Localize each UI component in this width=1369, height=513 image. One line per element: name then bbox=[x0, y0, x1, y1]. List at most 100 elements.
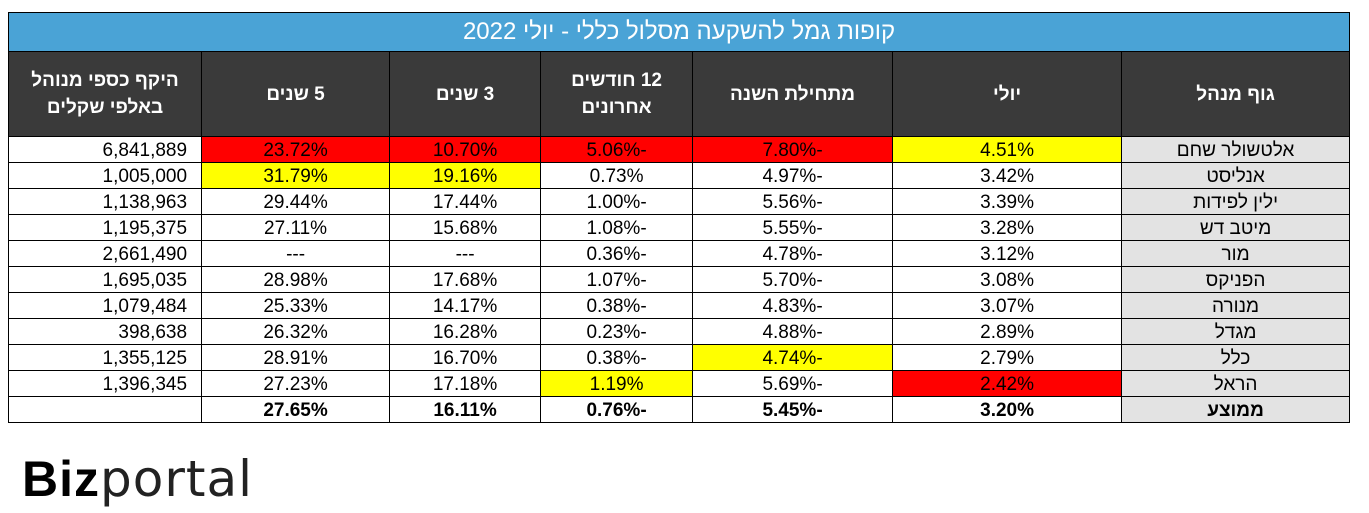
table-row: הפניקס 3.08% -5.70% -1.07% 17.68% 28.98%… bbox=[7, 266, 1351, 293]
12m-return: 1.19% bbox=[540, 370, 694, 397]
table-row: מור 3.12% -4.78% -0.36% --- --- 2,661,49… bbox=[7, 240, 1351, 267]
header-3-years: 3 שנים bbox=[389, 51, 542, 137]
5y-return: 28.91% bbox=[201, 344, 391, 371]
ytd-return: -5.70% bbox=[692, 266, 894, 293]
avg-3y-return: 16.11% bbox=[389, 396, 542, 423]
12m-return: -0.38% bbox=[540, 292, 694, 319]
aum-value: 1,355,125 bbox=[7, 344, 203, 371]
avg-5y-return: 27.65% bbox=[201, 396, 391, 423]
table-row: אנליסט 3.42% -4.97% 0.73% 19.16% 31.79% … bbox=[7, 162, 1351, 189]
aum-value: 6,841,889 bbox=[7, 136, 203, 163]
table-row: מיטב דש 3.28% -5.55% -1.08% 15.68% 27.11… bbox=[7, 214, 1351, 241]
header-12-months-line1: 12 חודשים bbox=[571, 70, 662, 91]
ytd-return: -5.69% bbox=[692, 370, 894, 397]
manager-name: מור bbox=[1121, 240, 1351, 267]
aum-value: 1,138,963 bbox=[7, 188, 203, 215]
aum-value: 398,638 bbox=[7, 318, 203, 345]
12m-return: 0.73% bbox=[540, 162, 694, 189]
july-return: 3.07% bbox=[892, 292, 1123, 319]
ytd-return: -4.97% bbox=[692, 162, 894, 189]
12m-return: -0.38% bbox=[540, 344, 694, 371]
manager-name: מנורה bbox=[1121, 292, 1351, 319]
manager-name: ילין לפידות bbox=[1121, 188, 1351, 215]
july-return: 2.79% bbox=[892, 344, 1123, 371]
3y-return: 15.68% bbox=[389, 214, 542, 241]
table-row: הראל 2.42% -5.69% 1.19% 17.18% 27.23% 1,… bbox=[7, 370, 1351, 397]
3y-return: --- bbox=[389, 240, 542, 267]
5y-return: 28.98% bbox=[201, 266, 391, 293]
3y-return: 10.70% bbox=[389, 136, 542, 163]
5y-return: 25.33% bbox=[201, 292, 391, 319]
july-return: 4.51% bbox=[892, 136, 1123, 163]
ytd-return: -5.55% bbox=[692, 214, 894, 241]
aum-value: 1,079,484 bbox=[7, 292, 203, 319]
aum-value: 1,695,035 bbox=[7, 266, 203, 293]
table-row: מנורה 3.07% -4.83% -0.38% 14.17% 25.33% … bbox=[7, 292, 1351, 319]
manager-name: אנליסט bbox=[1121, 162, 1351, 189]
5y-return: 27.11% bbox=[201, 214, 391, 241]
header-12-months-line2: אחרונים bbox=[581, 97, 652, 118]
table-title: קופות גמל להשקעה מסלול כללי - יולי 2022 bbox=[7, 12, 1351, 52]
ytd-return: -7.80% bbox=[692, 136, 894, 163]
header-row: גוף מנהל יולי מתחילת השנה 12 חודשים אחרונ… bbox=[7, 51, 1351, 137]
12m-return: -0.36% bbox=[540, 240, 694, 267]
july-return: 3.12% bbox=[892, 240, 1123, 267]
3y-return: 19.16% bbox=[389, 162, 542, 189]
table-row: אלטשולר שחם 4.51% -7.80% -5.06% 10.70% 2… bbox=[7, 136, 1351, 163]
header-aum-line1: היקף כספי מנוהל bbox=[31, 70, 179, 91]
logo-part-portal: portal bbox=[100, 450, 254, 508]
12m-return: -0.23% bbox=[540, 318, 694, 345]
july-return: 3.42% bbox=[892, 162, 1123, 189]
3y-return: 16.28% bbox=[389, 318, 542, 345]
aum-value: 2,661,490 bbox=[7, 240, 203, 267]
header-aum: היקף כספי מנוהל באלפי שקלים bbox=[7, 51, 203, 137]
avg-july-return: 3.20% bbox=[892, 396, 1123, 423]
july-return: 3.28% bbox=[892, 214, 1123, 241]
header-manager: גוף מנהל bbox=[1121, 51, 1351, 137]
3y-return: 17.44% bbox=[389, 188, 542, 215]
ytd-return: -4.74% bbox=[692, 344, 894, 371]
july-return: 2.89% bbox=[892, 318, 1123, 345]
aum-value: 1,005,000 bbox=[7, 162, 203, 189]
5y-return: 23.72% bbox=[201, 136, 391, 163]
5y-return: --- bbox=[201, 240, 391, 267]
header-12-months: 12 חודשים אחרונים bbox=[540, 51, 694, 137]
aum-value: 1,396,345 bbox=[7, 370, 203, 397]
3y-return: 14.17% bbox=[389, 292, 542, 319]
ytd-return: -4.78% bbox=[692, 240, 894, 267]
12m-return: -1.07% bbox=[540, 266, 694, 293]
manager-name: כלל bbox=[1121, 344, 1351, 371]
3y-return: 17.68% bbox=[389, 266, 542, 293]
manager-name: אלטשולר שחם bbox=[1121, 136, 1351, 163]
avg-12m-return: -0.76% bbox=[540, 396, 694, 423]
header-july: יולי bbox=[892, 51, 1123, 137]
table-row: מגדל 2.89% -4.88% -0.23% 16.28% 26.32% 3… bbox=[7, 318, 1351, 345]
returns-table-container: קופות גמל להשקעה מסלול כללי - יולי 2022 … bbox=[7, 12, 1351, 423]
july-return: 2.42% bbox=[892, 370, 1123, 397]
5y-return: 26.32% bbox=[201, 318, 391, 345]
july-return: 3.39% bbox=[892, 188, 1123, 215]
5y-return: 29.44% bbox=[201, 188, 391, 215]
header-ytd: מתחילת השנה bbox=[692, 51, 894, 137]
avg-aum-value bbox=[7, 396, 203, 423]
provident-funds-table: קופות גמל להשקעה מסלול כללי - יולי 2022 … bbox=[7, 12, 1351, 423]
average-label: ממוצע bbox=[1121, 396, 1351, 423]
12m-return: -1.00% bbox=[540, 188, 694, 215]
manager-name: מיטב דש bbox=[1121, 214, 1351, 241]
manager-name: הראל bbox=[1121, 370, 1351, 397]
bizportal-logo: Bizportal bbox=[22, 450, 253, 510]
12m-return: -5.06% bbox=[540, 136, 694, 163]
3y-return: 17.18% bbox=[389, 370, 542, 397]
5y-return: 27.23% bbox=[201, 370, 391, 397]
header-aum-line2: באלפי שקלים bbox=[46, 97, 164, 118]
ytd-return: -4.88% bbox=[692, 318, 894, 345]
manager-name: הפניקס bbox=[1121, 266, 1351, 293]
5y-return: 31.79% bbox=[201, 162, 391, 189]
manager-name: מגדל bbox=[1121, 318, 1351, 345]
12m-return: -1.08% bbox=[540, 214, 694, 241]
avg-ytd-return: -5.45% bbox=[692, 396, 894, 423]
july-return: 3.08% bbox=[892, 266, 1123, 293]
table-row: ילין לפידות 3.39% -5.56% -1.00% 17.44% 2… bbox=[7, 188, 1351, 215]
aum-value: 1,195,375 bbox=[7, 214, 203, 241]
table-row: כלל 2.79% -4.74% -0.38% 16.70% 28.91% 1,… bbox=[7, 344, 1351, 371]
